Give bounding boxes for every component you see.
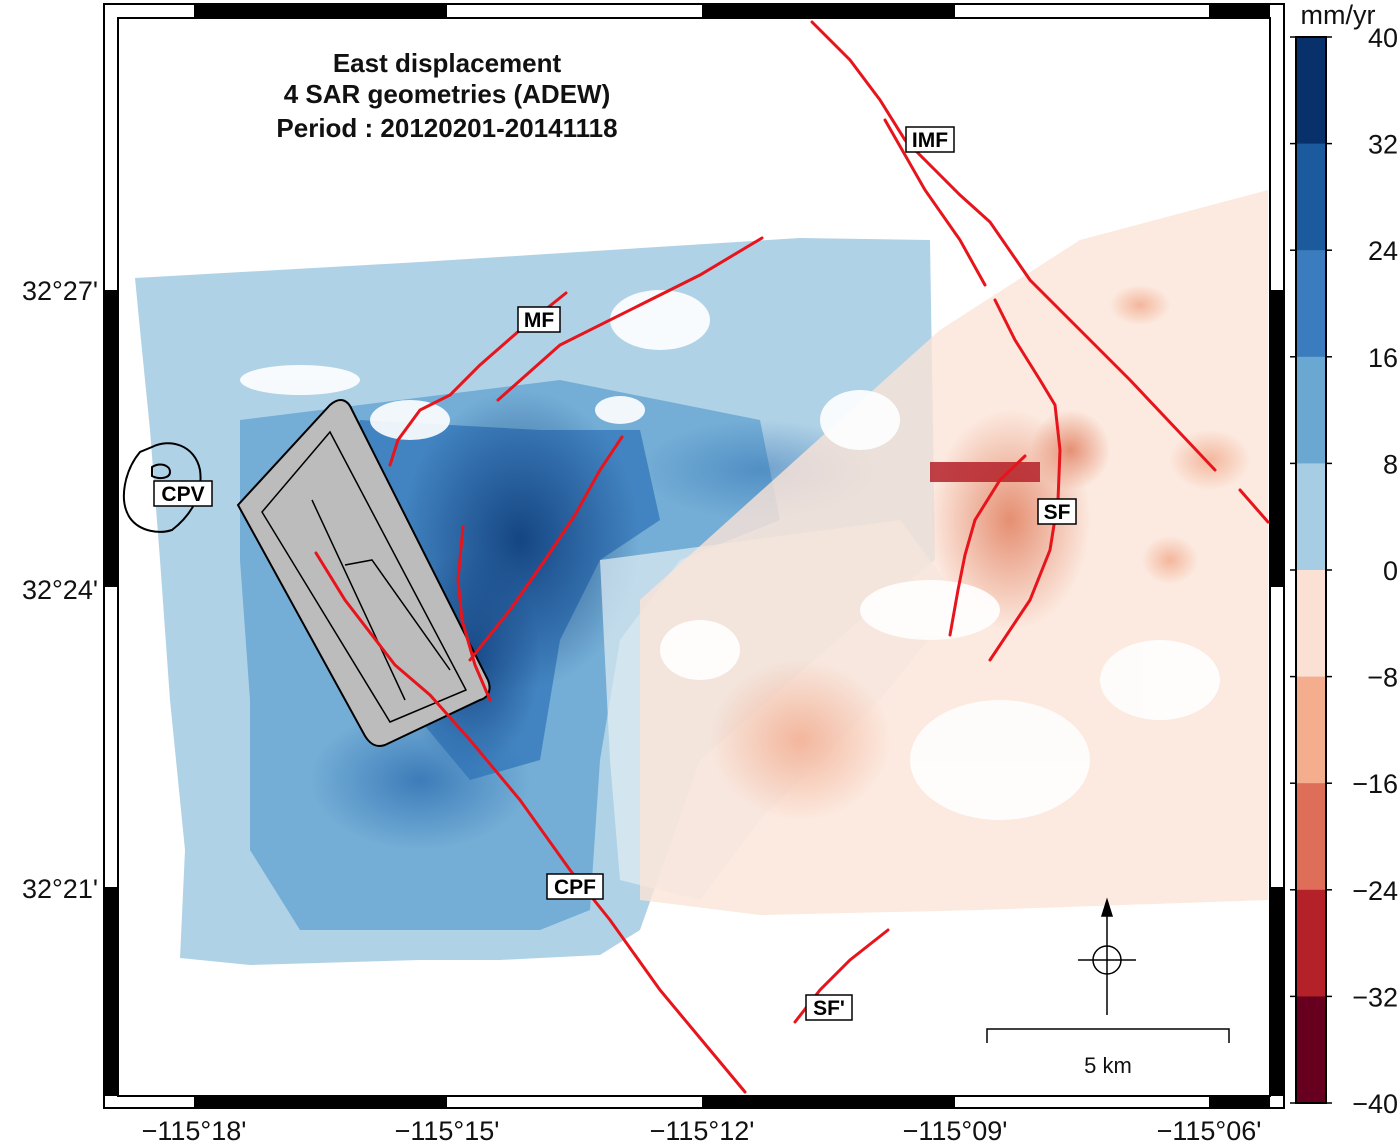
y-tick: 32°27': [22, 276, 98, 306]
svg-text:SF': SF': [813, 997, 845, 1020]
colorbar-tick-label: −8: [1367, 663, 1398, 693]
colorbar-swatch: [1296, 250, 1326, 358]
fault-sf: [988, 298, 1062, 662]
fault-label-group: IMF MF CPV SF CPF SF': [153, 126, 1077, 1021]
fault-imf: [810, 20, 1217, 472]
y-axis-labels: 32°27' 32°24' 32°21': [22, 276, 98, 904]
colorbar-tick-label: −24: [1352, 876, 1398, 906]
y-tick: 32°21': [22, 874, 98, 904]
svg-text:IMF: IMF: [912, 129, 948, 152]
fault-label-sf: SF: [1037, 498, 1077, 525]
colorbar-tick-label: −32: [1352, 982, 1398, 1012]
colorbar-tick-label: 40: [1368, 23, 1398, 53]
scale-bar: [986, 1028, 1230, 1043]
colorbar-tick-label: 0: [1383, 556, 1398, 586]
colorbar-tick-label: 8: [1383, 449, 1398, 479]
x-tick: −115°15': [395, 1116, 500, 1146]
fault-label-cpv: CPV: [153, 480, 213, 507]
colorbar-tick-label: 16: [1368, 343, 1398, 373]
title-line-1: East displacement: [333, 48, 562, 78]
x-tick: −115°06': [1157, 1116, 1262, 1146]
x-tick: −115°18': [142, 1116, 247, 1146]
map-frame: [103, 3, 1285, 1109]
fault-label-imf: IMF: [905, 126, 955, 153]
x-tick: −115°09': [903, 1116, 1008, 1146]
colorbar-tick-label: −16: [1352, 769, 1398, 799]
fault-label-sf-prime: SF': [805, 994, 853, 1021]
north-arrow-crosshair-icon: [1078, 897, 1136, 1015]
colorbar-swatch: [1296, 463, 1326, 571]
svg-text:SF: SF: [1044, 501, 1071, 524]
colorbar-ticks: 40 32 24 16 8 0 −8 −16 −24 −32 −40: [1290, 23, 1398, 1119]
colorbar-swatches: [1296, 37, 1326, 1104]
colorbar-swatch: [1296, 889, 1326, 997]
colorbar-swatch: [1296, 996, 1326, 1104]
x-tick: −115°12': [650, 1116, 755, 1146]
colorbar-swatch: [1296, 783, 1326, 891]
map-title: East displacement 4 SAR geometries (ADEW…: [276, 48, 617, 143]
title-line-3: Period : 20120201-20141118: [276, 113, 617, 143]
colorbar: mm/yr 40 32 24 16 8 0 −8 −16 −24 −32 −40: [1290, 0, 1398, 1119]
colorbar-swatch: [1296, 143, 1326, 251]
y-tick: 32°24': [22, 575, 98, 605]
scale-bar-label: 5 km: [1084, 1053, 1132, 1078]
title-line-2: 4 SAR geometries (ADEW): [284, 79, 611, 109]
fault-label-cpf: CPF: [546, 873, 604, 900]
svg-text:CPV: CPV: [161, 483, 204, 506]
svg-text:CPF: CPF: [554, 876, 596, 899]
svg-text:MF: MF: [524, 309, 554, 332]
colorbar-swatch: [1296, 570, 1326, 678]
fault-cpf: [314, 551, 747, 1094]
cerro-prieto-volcano-outline: [122, 442, 202, 533]
colorbar-tick-label: 24: [1368, 236, 1398, 266]
colorbar-swatch: [1296, 37, 1326, 145]
colorbar-swatch: [1296, 676, 1326, 784]
colorbar-unit: mm/yr: [1301, 0, 1376, 30]
fault-label-mf: MF: [517, 306, 561, 333]
colorbar-tick-label: 32: [1368, 130, 1398, 160]
colorbar-tick-label: −40: [1352, 1089, 1398, 1119]
x-axis-labels: −115°18' −115°15' −115°12' −115°09' −115…: [142, 1116, 1262, 1146]
colorbar-swatch: [1296, 356, 1326, 464]
